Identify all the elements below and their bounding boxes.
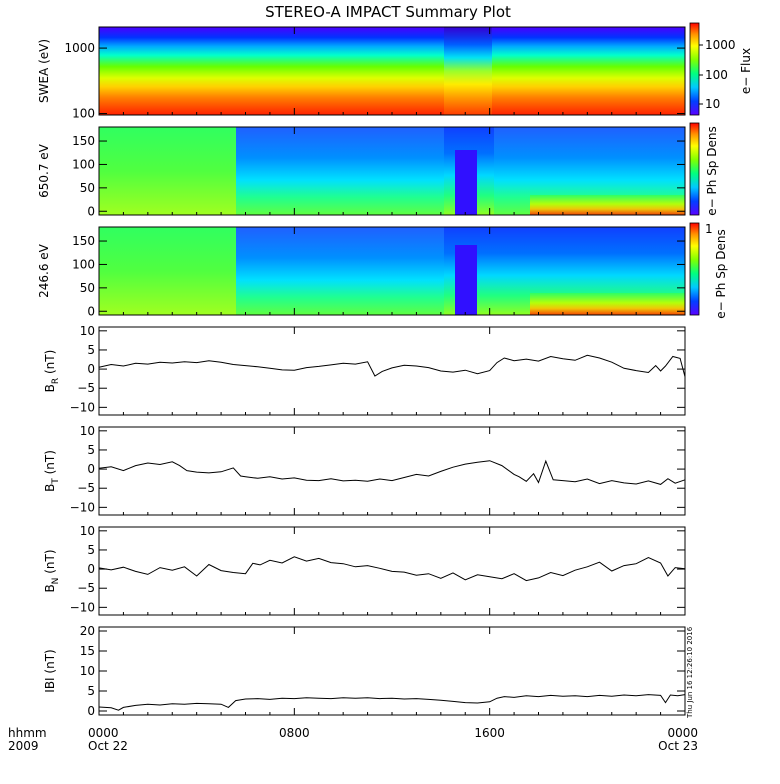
pad-246-ylabel: 246.6 eV <box>37 243 51 298</box>
xtick-time-label: 0000 <box>667 726 698 740</box>
pad-650-spectrogram <box>99 127 685 215</box>
swea-colorbar-frame <box>689 22 700 116</box>
bmag-ytick-label: 0 <box>87 704 95 718</box>
bmag-ytick-label: 15 <box>80 644 95 658</box>
bt-ylabel: BT (nT) <box>43 450 61 492</box>
bn-ytick-label: 0 <box>87 562 95 576</box>
colorbar-tick-label: 1000 <box>705 38 736 52</box>
bmag-ylabel: IBI (nT) <box>43 649 57 692</box>
pad-650-mid <box>236 127 444 215</box>
swea-ylabel: SWEA (eV) <box>37 39 51 103</box>
pad-246-quiet <box>99 227 236 315</box>
xtick-date-label: Oct 23 <box>658 739 698 753</box>
plot-timestamp: Thu Jun 16 12:26:10 2016 <box>686 626 694 719</box>
chart-title: STEREO-A IMPACT Summary Plot <box>265 3 511 21</box>
br-ytick-label: −5 <box>77 381 95 395</box>
bt-ytick-label: 10 <box>80 424 95 438</box>
xtick-time-label: 0000 <box>88 726 119 740</box>
br-ytick-label: −10 <box>70 400 95 414</box>
br-ylabel: BR (nT) <box>43 350 61 393</box>
br-ytick-label: 10 <box>80 324 95 338</box>
xaxis-row2-label: 2009 <box>8 739 39 753</box>
bmag-series-line <box>98 694 686 711</box>
xaxis-row1-label: hhmm <box>8 726 47 740</box>
bn-ytick-label: −10 <box>70 600 95 614</box>
pad-246-hot <box>530 293 685 315</box>
pad-650-ytick-label: 0 <box>87 204 95 218</box>
bn-ytick-label: −5 <box>77 581 95 595</box>
pad-246-dip-core <box>455 245 477 315</box>
br-ytick-label: 5 <box>87 343 95 357</box>
pad-246-colorbar-frame <box>689 222 700 316</box>
br-series-line <box>98 354 686 377</box>
bt-ytick-label: −5 <box>77 481 95 495</box>
br-frame <box>98 326 686 416</box>
swea-spectrogram <box>99 27 685 115</box>
xtick-time-label: 0800 <box>279 726 310 740</box>
bn-ytick-label: 10 <box>80 524 95 538</box>
swea-ytick-label: 1000 <box>64 41 95 55</box>
bmag-ytick-label: 5 <box>87 684 95 698</box>
bt-ytick-label: 5 <box>87 443 95 457</box>
swea-heatmap-right <box>492 27 685 115</box>
bmag-ytick-label: 10 <box>80 664 95 678</box>
bn-ylabel: BN (nT) <box>43 549 61 592</box>
bmag-ytick-label: 20 <box>80 624 95 638</box>
bmag-frame <box>98 626 686 716</box>
colorbar-tick-label: 100 <box>705 68 728 82</box>
colorbar-pad-246 <box>690 223 699 315</box>
pad-246-ytick-label: 50 <box>80 281 95 295</box>
pad-650-hot <box>530 195 685 215</box>
pad-246-mid <box>236 227 444 315</box>
bn-series-line <box>98 556 686 582</box>
colorbar-tick-label: 1 <box>705 222 713 236</box>
bt-ytick-label: −10 <box>70 500 95 514</box>
pad-246-spectrogram <box>99 227 685 315</box>
pad-650-ytick-label: 100 <box>72 157 95 171</box>
pad-650-colorbar-label: e− Ph Sp Dens <box>705 126 719 215</box>
pad-246-ytick-label: 0 <box>87 304 95 318</box>
xtick-date-label: Oct 22 <box>88 739 128 753</box>
pad-650-ytick-label: 150 <box>72 134 95 148</box>
swea-heatmap-dip <box>444 27 492 115</box>
bn-ytick-label: 5 <box>87 543 95 557</box>
pad-650-ytick-label: 50 <box>80 181 95 195</box>
xtick-time-label: 1600 <box>474 726 505 740</box>
bt-ytick-label: 0 <box>87 462 95 476</box>
pad-650-quiet <box>99 127 236 215</box>
pad-246-colorbar-label: e− Ph Sp Dens <box>714 229 728 318</box>
pad-650-ylabel: 650.7 eV <box>37 143 51 198</box>
colorbar-swea <box>690 23 699 115</box>
bt-series-line <box>98 459 686 485</box>
colorbar-pad-650 <box>690 123 699 215</box>
br-ytick-label: 0 <box>87 362 95 376</box>
swea-colorbar-label: e− Flux <box>739 48 753 94</box>
pad-650-colorbar-frame <box>689 122 700 216</box>
colorbar-tick-label: 10 <box>705 97 720 111</box>
pad-246-ytick-label: 100 <box>72 257 95 271</box>
pad-650-dip-core <box>455 150 477 215</box>
swea-ytick-label: 100 <box>72 107 95 121</box>
pad-246-ytick-label: 150 <box>72 234 95 248</box>
